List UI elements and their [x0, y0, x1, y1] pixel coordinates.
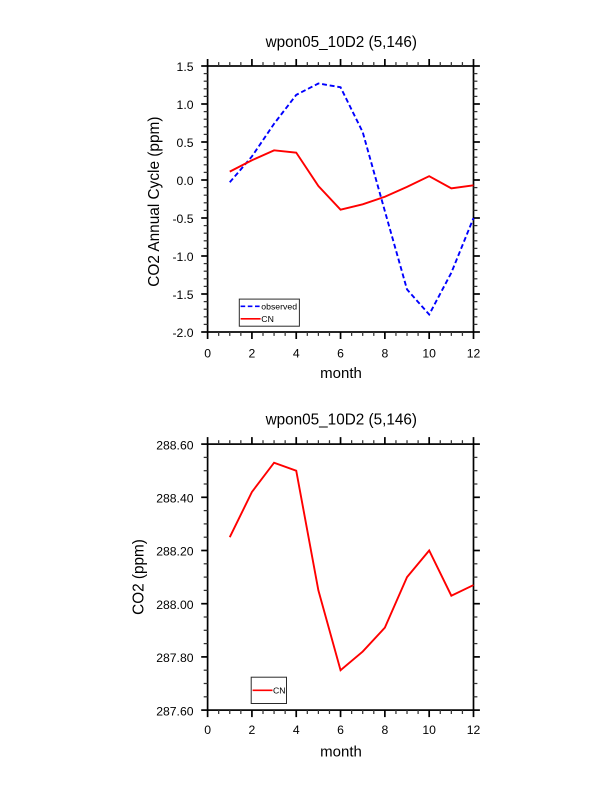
- svg-text:2: 2: [249, 723, 256, 737]
- svg-text:287.80: 287.80: [156, 651, 193, 665]
- svg-text:observed: observed: [261, 301, 297, 311]
- svg-text:-1.0: -1.0: [172, 250, 193, 264]
- svg-text:CN: CN: [261, 314, 274, 324]
- svg-text:288.20: 288.20: [156, 545, 193, 559]
- svg-text:8: 8: [381, 723, 388, 737]
- svg-text:wpon05_10D2 (5,146): wpon05_10D2 (5,146): [265, 411, 417, 428]
- svg-text:2: 2: [249, 347, 256, 361]
- svg-text:0: 0: [204, 723, 211, 737]
- svg-text:CO2 Annual Cycle (ppm): CO2 Annual Cycle (ppm): [146, 116, 163, 286]
- svg-text:-0.5: -0.5: [172, 212, 193, 226]
- svg-text:0: 0: [204, 347, 211, 361]
- svg-text:288.40: 288.40: [156, 492, 193, 506]
- svg-text:6: 6: [337, 347, 344, 361]
- svg-text:1.5: 1.5: [177, 60, 194, 74]
- svg-text:10: 10: [422, 347, 436, 361]
- svg-text:month: month: [320, 743, 362, 760]
- svg-text:6: 6: [337, 723, 344, 737]
- svg-text:287.60: 287.60: [156, 704, 193, 718]
- svg-text:1.0: 1.0: [177, 98, 194, 112]
- svg-text:-2.0: -2.0: [172, 326, 193, 340]
- svg-text:CN: CN: [273, 685, 286, 695]
- svg-text:0.5: 0.5: [177, 136, 194, 150]
- svg-text:CO2 (ppm): CO2 (ppm): [130, 539, 147, 615]
- svg-text:4: 4: [293, 723, 300, 737]
- svg-text:-1.5: -1.5: [172, 288, 193, 302]
- svg-text:10: 10: [422, 723, 436, 737]
- svg-text:wpon05_10D2 (5,146): wpon05_10D2 (5,146): [265, 34, 417, 51]
- svg-text:288.60: 288.60: [156, 438, 193, 452]
- svg-text:12: 12: [467, 347, 481, 361]
- svg-text:0.0: 0.0: [177, 174, 194, 188]
- svg-text:8: 8: [381, 347, 388, 361]
- svg-text:month: month: [320, 365, 362, 382]
- svg-text:4: 4: [293, 347, 300, 361]
- svg-text:12: 12: [467, 723, 481, 737]
- svg-text:288.00: 288.00: [156, 598, 193, 612]
